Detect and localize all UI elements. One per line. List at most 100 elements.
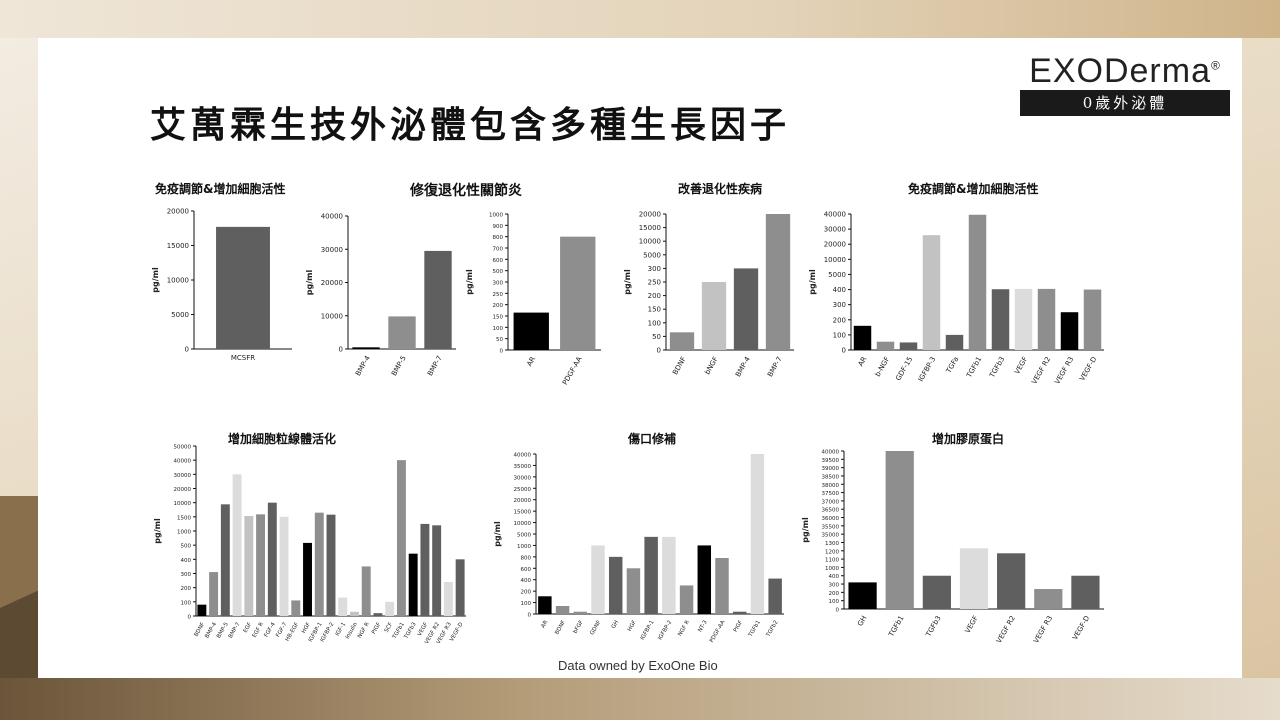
y-tick-label: 200	[829, 591, 840, 597]
y-tick-label: 250	[648, 279, 661, 287]
y-tick-label: 700	[493, 247, 504, 253]
bar-vegf-d	[1071, 575, 1100, 609]
x-tick-label: PIGF	[733, 620, 744, 634]
y-tick-label: 100	[521, 601, 532, 607]
x-tick-label: BDNF	[554, 620, 567, 636]
y-tick-label: 15000	[167, 242, 189, 250]
chart-mitochondria: pg/ml 0 100 200 300 400 500 1000 1500 10000 20000 3…	[153, 445, 466, 645]
y-tick-label: 0	[528, 613, 532, 619]
y-tick-label: 39000	[822, 466, 840, 472]
brand-logo: EXODerma® 0歲外泌體	[1018, 52, 1232, 118]
x-tick-label: AR	[540, 619, 549, 629]
bar-vegf-r3	[1060, 312, 1079, 350]
x-tick-label: bFGF	[573, 620, 585, 635]
chart-mcsfr: pg/ml 0 5000 10000 15000 20000 MCSFR	[151, 208, 292, 362]
x-tick-label: NGF R	[357, 621, 371, 639]
background-top-band	[0, 0, 1280, 38]
bar-igfbp-1	[644, 536, 658, 614]
bar-vegf	[420, 523, 430, 616]
y-tick-label: 300	[181, 572, 192, 578]
bar-egf	[244, 516, 254, 616]
y-tick-label: 0	[842, 347, 846, 355]
bar-bngf	[701, 282, 727, 350]
y-tick-label: 50000	[174, 445, 192, 451]
y-tick-label: 1500	[177, 515, 191, 521]
y-tick-label: 36500	[822, 508, 840, 514]
bar-vegf-d	[455, 559, 465, 616]
y-tick-label: 37500	[822, 491, 840, 497]
bar-bmp-5	[388, 316, 416, 349]
panel-title-collagen: 增加膠原蛋白	[932, 432, 1005, 446]
y-axis-label: pg/ml	[493, 521, 502, 547]
bar-tgfb2	[768, 578, 782, 614]
y-axis-label: pg/ml	[153, 518, 162, 544]
x-tick-label: IGFBP-3	[917, 355, 938, 383]
y-tick-label: 200	[648, 292, 661, 300]
y-axis-label: pg/ml	[801, 517, 810, 543]
y-tick-label: 5000	[643, 251, 661, 259]
y-tick-label: 900	[493, 224, 504, 230]
bar-hgf	[626, 568, 641, 614]
panel-title-mitochondria: 增加細胞粒線體活化	[228, 432, 337, 446]
y-tick-label: 0	[339, 346, 343, 354]
y-tick-label: 20000	[514, 498, 532, 504]
bar-tgfb3	[922, 575, 951, 609]
bar-scf	[385, 601, 395, 616]
bar-bdnf	[197, 604, 207, 616]
y-tick-label: 40000	[514, 453, 532, 459]
bar-tgfb1	[750, 454, 765, 614]
y-tick-label: 150	[493, 315, 504, 321]
x-tick-label: TGFb3	[403, 621, 418, 641]
x-tick-label: HGF	[627, 620, 638, 633]
logo-brand: EXODerma	[1029, 52, 1211, 90]
y-tick-label: 150	[648, 306, 661, 314]
bar-b-ngf	[876, 341, 895, 350]
bar-bmp-7	[232, 474, 242, 616]
x-tick-label: IGFBP-2	[657, 620, 673, 642]
x-tick-label: BMP-4	[354, 354, 372, 377]
y-tick-label: 400	[833, 286, 846, 294]
x-tick-label: BMP-5	[390, 354, 408, 377]
bar-ar	[853, 325, 872, 350]
x-tick-label: VEGF R2	[995, 614, 1017, 644]
y-tick-label: 10000	[639, 238, 661, 246]
x-tick-label: SCF	[384, 622, 394, 634]
bar-tgfb1	[968, 214, 987, 350]
y-tick-label: 1200	[825, 549, 839, 555]
y-tick-label: 40000	[822, 450, 840, 456]
bar-ar	[513, 312, 549, 350]
x-tick-label: GDNF	[589, 620, 602, 637]
y-tick-label: 5000	[171, 311, 189, 319]
y-tick-label: 10000	[321, 312, 343, 320]
y-tick-label: 20000	[174, 487, 192, 493]
y-tick-label: 50	[652, 333, 661, 341]
y-tick-label: 100	[829, 599, 840, 605]
y-tick-label: 500	[493, 269, 504, 275]
x-tick-label: TGFb3	[988, 355, 1007, 379]
x-tick-label: BMP-7	[228, 621, 242, 639]
bar-tgfa	[945, 334, 964, 350]
y-tick-label: 20000	[167, 208, 189, 216]
bar-pdgf-aa	[715, 558, 729, 614]
x-tick-label: BDNF	[671, 355, 688, 376]
panel-title-wound: 傷口修補	[628, 432, 677, 446]
y-tick-label: 0	[836, 608, 840, 614]
x-tick-label: EGF	[243, 622, 254, 634]
x-tick-label: BMP-4	[734, 355, 752, 378]
y-tick-label: 15000	[514, 510, 532, 516]
x-tick-label: PDGF-AA	[561, 355, 584, 386]
y-tick-label: 0	[500, 349, 504, 355]
x-tick-label: b-NGF	[874, 355, 892, 378]
bar-ngf-r	[361, 566, 371, 616]
y-tick-label: 800	[521, 555, 532, 561]
bar-hgf	[303, 542, 312, 616]
x-tick-label: VEGF	[964, 614, 980, 634]
y-tick-label: 38000	[822, 483, 840, 489]
y-tick-label: 200	[521, 590, 532, 596]
x-tick-label: NGF R	[677, 619, 691, 637]
y-tick-label: 1000	[489, 213, 503, 219]
x-tick-label: VEGF	[1013, 355, 1029, 375]
chart-collagen: pg/ml 0 100 200 300 400 1000 1100 1200 1300 35000 3…	[801, 450, 1104, 645]
y-axis-label: pg/ml	[151, 267, 160, 293]
x-tick-label: TGFb1	[747, 620, 762, 639]
